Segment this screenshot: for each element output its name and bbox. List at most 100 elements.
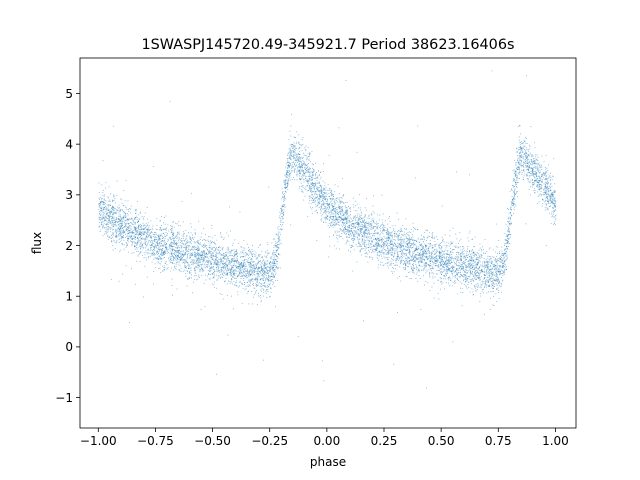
data-point: [387, 230, 388, 232]
data-point: [213, 246, 215, 248]
data-point: [478, 273, 480, 274]
data-point: [294, 148, 295, 150]
data-point: [536, 180, 538, 182]
data-point: [281, 209, 283, 211]
data-point: [505, 265, 507, 267]
data-point: [338, 204, 340, 206]
data-point: [387, 228, 388, 230]
data-point: [168, 239, 170, 241]
data-point: [126, 235, 128, 237]
data-point: [174, 243, 176, 244]
data-point: [405, 264, 406, 266]
data-point: [172, 269, 174, 271]
data-point: [236, 285, 238, 287]
data-point: [163, 232, 165, 234]
data-point: [371, 237, 373, 238]
data-point: [469, 174, 470, 176]
data-point: [460, 259, 462, 261]
data-point: [378, 239, 379, 241]
data-point: [457, 255, 459, 257]
data-point: [503, 260, 505, 262]
data-point: [102, 194, 104, 196]
data-point: [107, 228, 109, 230]
data-point: [192, 262, 194, 264]
data-point: [330, 204, 332, 206]
data-point: [274, 241, 276, 243]
data-point: [328, 204, 329, 205]
data-point: [289, 144, 291, 146]
data-point: [241, 252, 243, 254]
data-point: [366, 227, 368, 229]
data-point: [488, 269, 490, 271]
data-point: [186, 250, 187, 252]
data-point: [231, 266, 233, 268]
data-point: [491, 271, 493, 273]
data-point: [109, 211, 111, 212]
data-point: [479, 279, 481, 281]
data-point: [255, 279, 257, 280]
data-point: [488, 285, 489, 286]
data-point: [449, 230, 451, 232]
data-point: [134, 237, 136, 239]
data-point: [506, 235, 508, 236]
data-point: [421, 258, 422, 260]
data-point: [116, 231, 118, 233]
data-point: [161, 250, 163, 252]
data-point: [426, 229, 428, 231]
data-point: [446, 274, 447, 276]
data-point: [256, 280, 258, 282]
data-point: [364, 228, 366, 230]
data-point: [330, 192, 331, 193]
data-point: [154, 246, 156, 248]
data-point: [442, 267, 444, 269]
data-point: [319, 198, 321, 200]
data-point: [346, 230, 348, 232]
data-point: [398, 243, 400, 245]
data-point: [409, 253, 411, 254]
data-point: [293, 177, 294, 178]
data-point: [408, 248, 410, 250]
data-point: [287, 183, 289, 185]
data-point: [109, 204, 111, 206]
data-point: [103, 221, 105, 223]
data-point: [419, 251, 421, 253]
data-point: [546, 189, 547, 191]
data-point: [398, 230, 399, 232]
data-point: [470, 269, 472, 271]
data-point: [400, 236, 402, 238]
data-point: [484, 282, 486, 284]
data-point: [244, 282, 245, 283]
data-point: [362, 243, 364, 245]
data-point: [338, 216, 340, 217]
data-point: [283, 180, 285, 181]
data-point: [486, 265, 488, 266]
data-point: [504, 249, 505, 251]
data-point: [423, 268, 425, 270]
data-point: [441, 264, 443, 266]
data-point: [314, 185, 316, 187]
data-point: [163, 269, 165, 271]
data-point: [407, 239, 409, 241]
data-point: [554, 191, 556, 193]
data-point: [240, 268, 241, 270]
data-point: [119, 227, 121, 229]
data-point: [103, 227, 105, 229]
data-point: [451, 271, 453, 273]
data-point: [524, 151, 526, 153]
data-point: [376, 223, 377, 225]
data-point: [253, 270, 255, 271]
data-point: [324, 213, 326, 215]
data-point: [177, 247, 179, 249]
data-point: [442, 271, 444, 273]
data-point: [295, 168, 297, 170]
data-point: [443, 269, 445, 271]
data-point: [425, 266, 427, 268]
data-point: [303, 175, 305, 177]
data-point: [242, 256, 244, 258]
data-point: [520, 151, 521, 153]
data-point: [144, 240, 146, 242]
data-point: [192, 252, 194, 254]
data-point: [498, 298, 500, 299]
data-point: [421, 248, 423, 250]
data-point: [393, 267, 394, 269]
